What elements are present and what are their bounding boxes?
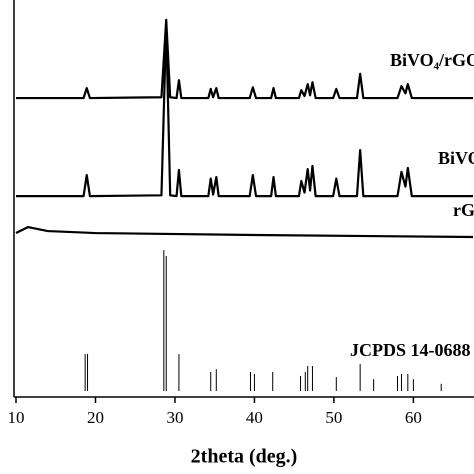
- series-line: [16, 22, 473, 198]
- series-label: BiVO₄: [438, 148, 474, 168]
- series-label: rGO: [453, 200, 474, 220]
- reference-label: JCPDS 14-0688: [350, 340, 471, 360]
- series-label: BiVO₄/rGO: [390, 50, 474, 70]
- x-tick-label: 10: [8, 408, 25, 427]
- x-axis-title: 2theta (deg.): [191, 446, 298, 468]
- x-tick-label: 40: [246, 408, 263, 427]
- series-line: [15, 225, 474, 239]
- x-tick-label: 60: [405, 408, 422, 427]
- x-tick-label: 30: [166, 408, 183, 427]
- series-line: [16, 18, 473, 100]
- x-tick-label: 50: [325, 408, 342, 427]
- x-tick-label: 20: [87, 408, 104, 427]
